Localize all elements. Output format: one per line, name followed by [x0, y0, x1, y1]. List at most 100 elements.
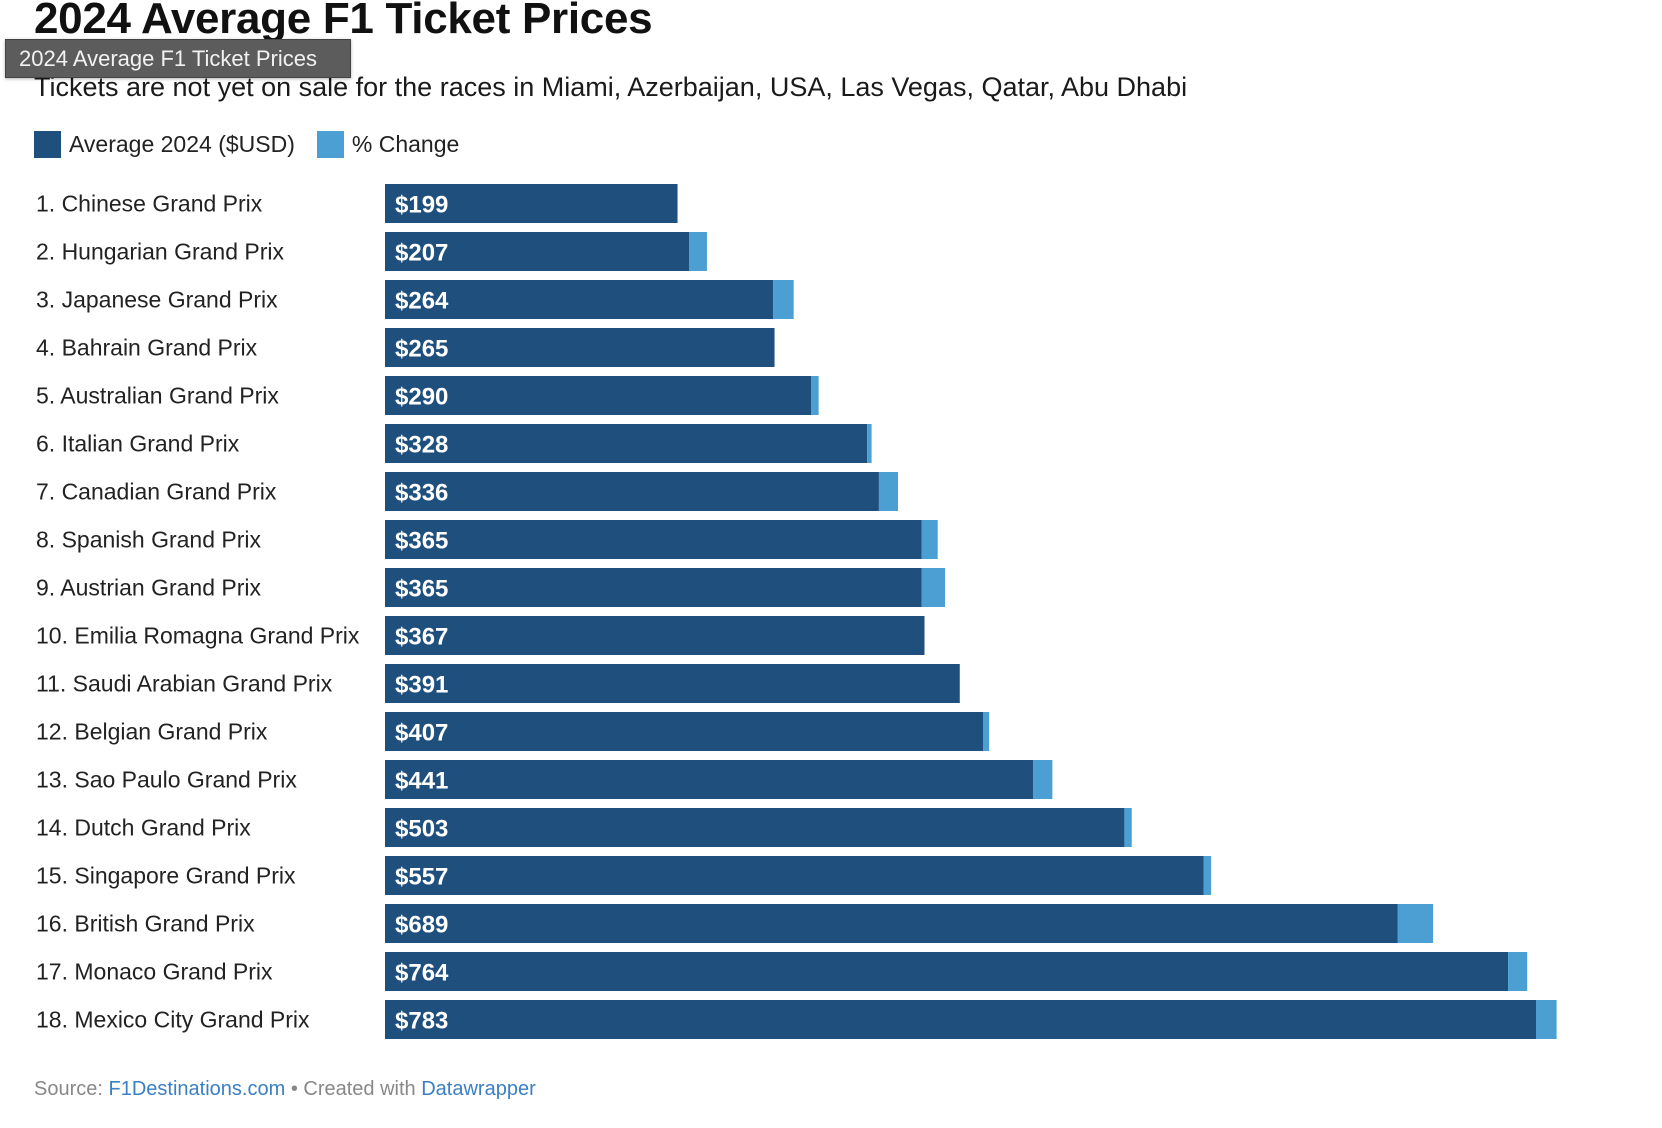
category-label: 15. Singapore Grand Prix: [36, 863, 296, 889]
bar-average: [385, 952, 1509, 991]
bar-value-label: $557: [395, 864, 448, 891]
bar-average: [385, 760, 1034, 799]
category-label: 9. Austrian Grand Prix: [36, 575, 261, 601]
bar-average: [385, 472, 879, 511]
category-label: 8. Spanish Grand Prix: [36, 527, 262, 553]
category-label: 10. Emilia Romagna Grand Prix: [36, 623, 360, 649]
bar-change: [1033, 760, 1053, 799]
bar-row: 11. Saudi Arabian Grand Prix $391: [36, 664, 960, 703]
bar-average: [385, 376, 812, 415]
category-label: 6. Italian Grand Prix: [36, 431, 240, 457]
bar-change: [921, 568, 946, 607]
bar-change: [921, 520, 938, 559]
bar-average: [385, 520, 922, 559]
bar-value-label: $503: [395, 816, 448, 843]
bar-average: [385, 712, 984, 751]
title-tooltip: 2024 Average F1 Ticket Prices: [5, 39, 351, 78]
footer: Source: F1Destinations.com • Created wit…: [34, 1078, 536, 1101]
bar-change: [1508, 952, 1528, 991]
bar-value-label: $365: [395, 576, 448, 603]
bar-average: [385, 184, 678, 223]
bar-change: [1536, 1000, 1557, 1039]
legend-item-average: Average 2024 ($USD): [34, 130, 295, 158]
bar-change: [867, 424, 872, 463]
bar-change: [811, 376, 819, 415]
bar-row: 2. Hungarian Grand Prix $207: [36, 232, 707, 271]
bar-row: 14. Dutch Grand Prix $503: [36, 808, 1132, 847]
bar-change: [1397, 904, 1434, 943]
created-prefix: Created with: [303, 1078, 416, 1100]
bar-average: [385, 424, 868, 463]
category-label: 14. Dutch Grand Prix: [36, 815, 251, 841]
bar-row: 13. Sao Paulo Grand Prix $441: [36, 760, 1053, 799]
bar-value-label: $407: [395, 720, 448, 747]
bar-row: 3. Japanese Grand Prix $264: [36, 280, 794, 319]
bar-row: 18. Mexico City Grand Prix $783: [36, 1000, 1557, 1039]
category-label: 11. Saudi Arabian Grand Prix: [36, 671, 333, 697]
bar-row: 7. Canadian Grand Prix $336: [36, 472, 899, 511]
category-label: 18. Mexico City Grand Prix: [36, 1007, 310, 1033]
bar-average: [385, 664, 960, 703]
bar-average: [385, 904, 1398, 943]
bar-row: 6. Italian Grand Prix $328: [36, 424, 872, 463]
category-label: 4. Bahrain Grand Prix: [36, 335, 258, 361]
bar-change: [1124, 808, 1132, 847]
bar-value-label: $199: [395, 192, 448, 219]
bar-average: [385, 328, 775, 367]
category-label: 17. Monaco Grand Prix: [36, 959, 273, 985]
bar-value-label: $367: [395, 624, 448, 651]
bar-change: [689, 232, 707, 271]
category-label: 13. Sao Paulo Grand Prix: [36, 767, 297, 793]
legend: Average 2024 ($USD) % Change: [34, 130, 481, 158]
footer-separator: •: [290, 1078, 298, 1100]
category-label: 3. Japanese Grand Prix: [36, 287, 278, 313]
bar-row: 1. Chinese Grand Prix $199: [36, 184, 678, 223]
bar-value-label: $336: [395, 480, 448, 507]
category-label: 2. Hungarian Grand Prix: [36, 239, 285, 265]
bar-change: [983, 712, 990, 751]
bar-average: [385, 568, 922, 607]
legend-label-average: Average 2024 ($USD): [69, 130, 295, 157]
bar-row: 15. Singapore Grand Prix $557: [36, 856, 1212, 895]
bar-average: [385, 808, 1125, 847]
bar-row: 17. Monaco Grand Prix $764: [36, 952, 1528, 991]
category-label: 1. Chinese Grand Prix: [36, 191, 263, 217]
bar-value-label: $783: [395, 1008, 448, 1035]
category-label: 7. Canadian Grand Prix: [36, 479, 277, 505]
chart-title: 2024 Average F1 Ticket Prices: [34, 0, 653, 43]
legend-swatch-average: [34, 130, 61, 158]
bar-row: 8. Spanish Grand Prix $365: [36, 520, 938, 559]
bar-value-label: $365: [395, 528, 448, 555]
bar-value-label: $265: [395, 336, 448, 363]
bar-change: [1203, 856, 1212, 895]
source-prefix: Source:: [34, 1078, 103, 1100]
bar-change: [773, 280, 794, 319]
datawrapper-link[interactable]: Datawrapper: [421, 1078, 536, 1100]
bar-row: 12. Belgian Grand Prix $407: [36, 712, 990, 751]
bar-average: [385, 1000, 1537, 1039]
bar-average: [385, 232, 690, 271]
bar-value-label: $441: [395, 768, 448, 795]
bar-value-label: $391: [395, 672, 448, 699]
bar-average: [385, 280, 774, 319]
bar-value-label: $290: [395, 384, 448, 411]
bar-value-label: $764: [395, 960, 449, 987]
category-label: 12. Belgian Grand Prix: [36, 719, 268, 745]
bar-average: [385, 616, 925, 655]
category-label: 16. British Grand Prix: [36, 911, 255, 937]
bar-change: [878, 472, 899, 511]
legend-swatch-change: [316, 130, 344, 158]
legend-label-change: % Change: [351, 130, 460, 157]
bar-row: 10. Emilia Romagna Grand Prix $367: [36, 616, 925, 655]
legend-item-change: % Change: [316, 130, 460, 158]
bar-average: [385, 856, 1204, 895]
bar-row: 5. Australian Grand Prix $290: [36, 376, 819, 415]
category-label: 5. Australian Grand Prix: [36, 383, 279, 409]
bar-row: 16. British Grand Prix $689: [36, 904, 1434, 943]
source-link[interactable]: F1Destinations.com: [108, 1078, 286, 1100]
bar-row: 4. Bahrain Grand Prix $265: [36, 328, 775, 367]
bar-value-label: $689: [395, 912, 448, 939]
bar-value-label: $207: [395, 240, 448, 267]
bar-value-label: $264: [395, 288, 449, 315]
bar-row: 9. Austrian Grand Prix $365: [36, 568, 946, 607]
